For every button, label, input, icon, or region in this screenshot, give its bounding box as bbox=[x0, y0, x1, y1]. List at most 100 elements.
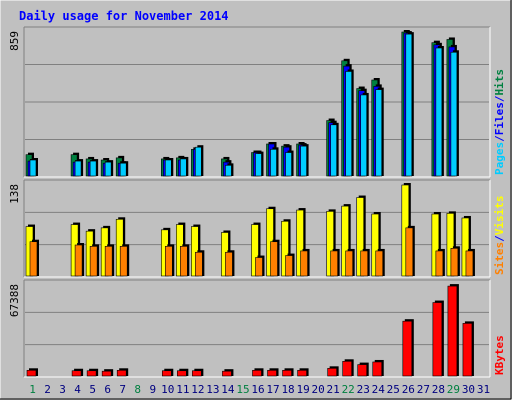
bar-kbytes-day-17 bbox=[267, 368, 279, 377]
bar-kbytes-day-12 bbox=[192, 368, 204, 377]
bar-kbytes-day-10 bbox=[161, 368, 174, 377]
bar-pages-day-12-face bbox=[195, 146, 202, 177]
bar-pages-day-26 bbox=[405, 32, 414, 177]
x-tick-label-day-17: 17 bbox=[266, 383, 279, 396]
bar-pages-day-14-face bbox=[225, 165, 232, 177]
bar-pages-day-22-face bbox=[345, 71, 352, 177]
bar-pages-day-5 bbox=[89, 159, 99, 177]
bar-pages-day-14 bbox=[225, 163, 234, 177]
bar-visits-day-29 bbox=[446, 211, 456, 277]
bar-visits-day-16-face bbox=[251, 224, 259, 277]
panel-hits-legend-entry: Pages bbox=[493, 142, 506, 175]
panel-kbytes-max-label: 67388 bbox=[8, 284, 21, 317]
bar-kbytes-day-6 bbox=[101, 369, 114, 377]
panel-visits-max-label: 138 bbox=[8, 184, 21, 204]
bar-kbytes-day-7 bbox=[116, 368, 129, 377]
bar-visits-day-18 bbox=[281, 219, 291, 277]
bar-visits-day-30-face bbox=[461, 217, 470, 277]
bar-kbytes-day-22 bbox=[342, 359, 354, 377]
bar-visits-day-16 bbox=[251, 222, 261, 277]
panel-kbytes-bg bbox=[24, 280, 490, 377]
panel-visits: 138 Sites/Visits bbox=[8, 179, 506, 278]
bar-pages-day-18-face bbox=[285, 152, 292, 177]
panel-hits-max-label: 859 bbox=[8, 31, 21, 51]
bar-pages-day-18 bbox=[285, 150, 294, 177]
panel-visits-legend-entry: Sites bbox=[493, 242, 506, 275]
bar-pages-day-26-face bbox=[405, 33, 413, 177]
bar-kbytes-day-22-face bbox=[342, 361, 352, 377]
bar-kbytes-day-1 bbox=[26, 368, 38, 377]
x-tick-label-day-27: 27 bbox=[417, 383, 430, 396]
x-tick-label-day-21: 21 bbox=[327, 383, 340, 396]
bar-sites-day-24 bbox=[375, 248, 385, 277]
bar-visits-day-23-face bbox=[356, 197, 365, 277]
bar-kbytes-day-18-face bbox=[282, 369, 292, 377]
bar-sites-day-28-face bbox=[435, 250, 444, 277]
bar-sites-day-18-face bbox=[285, 255, 293, 277]
bar-pages-day-24 bbox=[375, 87, 384, 177]
bar-visits-day-24 bbox=[371, 212, 381, 277]
x-tick-label-day-14: 14 bbox=[221, 383, 235, 396]
bar-kbytes-day-17-face bbox=[267, 369, 277, 377]
bar-sites-day-7-face bbox=[119, 246, 128, 277]
bar-visits-day-28-face bbox=[431, 213, 440, 277]
bar-kbytes-day-29 bbox=[447, 284, 459, 377]
panel-hits-legend-entry: Files bbox=[493, 102, 506, 135]
panel-hits-legend-entry: / bbox=[493, 135, 506, 142]
bar-pages-day-17-face bbox=[270, 149, 277, 177]
x-tick-label-day-23: 23 bbox=[357, 383, 370, 396]
bar-visits-day-29-face bbox=[446, 213, 455, 277]
bar-kbytes-day-23-face bbox=[357, 364, 368, 377]
panel-hits-legend: Pages/Files/Hits bbox=[493, 69, 506, 175]
bar-pages-day-1-face bbox=[29, 159, 37, 177]
bar-kbytes-day-24 bbox=[372, 359, 384, 377]
bar-visits-day-28 bbox=[431, 212, 441, 277]
bar-sites-day-10 bbox=[164, 244, 175, 277]
x-tick-label-day-11: 11 bbox=[176, 383, 189, 396]
x-tick-label-day-13: 13 bbox=[206, 383, 219, 396]
x-axis-labels: 1 2 3 4 5 6 7 8 9 10 11 12 13 14 15 16 17 18 19 20 21 22 23 24 2… bbox=[29, 383, 490, 396]
bar-sites-day-21-face bbox=[330, 250, 338, 277]
bar-pages-day-6 bbox=[104, 160, 114, 177]
bar-sites-day-1 bbox=[29, 239, 39, 277]
x-tick-label-day-30: 30 bbox=[462, 383, 475, 396]
panel-kbytes-legend-entry: KBytes bbox=[493, 335, 506, 375]
bar-sites-day-22-face bbox=[345, 250, 353, 277]
x-tick-label-day-5: 5 bbox=[89, 383, 96, 396]
bar-sites-day-23-face bbox=[360, 250, 369, 277]
panel-hits-legend-entry: / bbox=[493, 95, 506, 102]
bar-sites-day-30 bbox=[465, 248, 475, 277]
bar-pages-day-29-face bbox=[450, 51, 458, 177]
bar-pages-day-16-face bbox=[255, 153, 262, 177]
bar-kbytes-day-11 bbox=[177, 368, 189, 377]
bar-sites-day-5-face bbox=[89, 246, 98, 277]
bar-kbytes-day-30 bbox=[462, 321, 474, 377]
bar-pages-day-10-face bbox=[164, 159, 172, 177]
bar-kbytes-day-4-face bbox=[71, 370, 82, 377]
bar-sites-day-16-face bbox=[255, 257, 263, 277]
x-tick-label-day-31: 31 bbox=[477, 383, 490, 396]
bar-kbytes-day-19-face bbox=[297, 369, 307, 377]
bar-sites-day-11-face bbox=[180, 246, 188, 277]
x-tick-label-day-25: 25 bbox=[387, 383, 400, 396]
bar-sites-day-17-face bbox=[270, 241, 278, 277]
bar-visits-day-22 bbox=[341, 204, 351, 277]
bar-sites-day-17 bbox=[270, 239, 280, 277]
x-tick-label-day-15: 15 bbox=[236, 383, 249, 396]
bar-sites-day-6 bbox=[104, 244, 115, 277]
bar-sites-day-14 bbox=[225, 250, 235, 277]
bar-sites-day-19 bbox=[300, 248, 310, 277]
bar-sites-day-22 bbox=[345, 248, 355, 277]
bar-sites-day-4-face bbox=[74, 244, 83, 277]
bar-pages-day-21 bbox=[330, 122, 339, 177]
bar-sites-day-29 bbox=[450, 246, 460, 277]
bar-pages-day-7-face bbox=[119, 162, 127, 177]
panel-visits-legend: Sites/Visits bbox=[493, 196, 506, 276]
bar-sites-day-26 bbox=[405, 225, 415, 277]
bar-sites-day-12-face bbox=[195, 251, 203, 277]
bar-pages-day-5-face bbox=[89, 160, 97, 177]
bar-pages-day-4-face bbox=[74, 160, 82, 177]
bar-pages-day-19 bbox=[300, 144, 309, 177]
x-tick-label-day-19: 19 bbox=[296, 383, 309, 396]
